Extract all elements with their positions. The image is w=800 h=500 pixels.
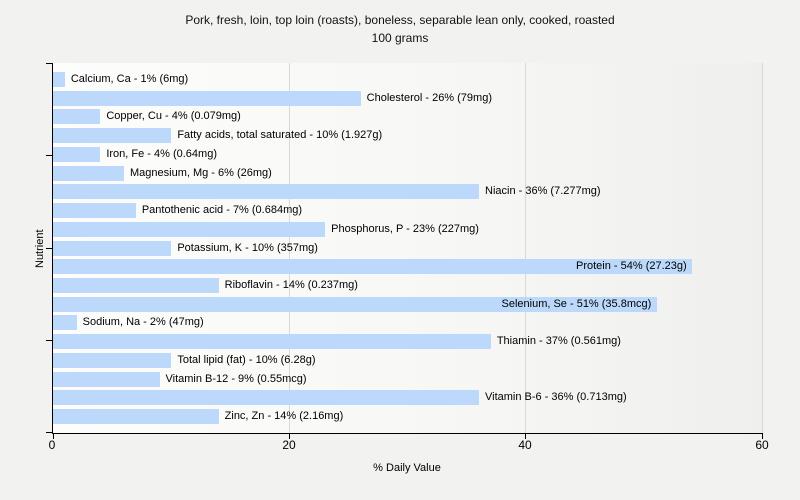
bar-row-phosphorus-p: Phosphorus, P - 23% (227mg) [53,221,763,237]
bar-copper-cu [53,109,101,125]
bar-row-protein: Protein - 54% (27.23g) [53,259,763,275]
bar-cholesterol [53,90,361,106]
bar-label-selenium-se: Selenium, Se - 51% (35.8mcg) [501,297,652,310]
y-axis-tick [46,248,52,249]
bar-calcium-ca [53,72,65,87]
bar-label-riboflavin: Riboflavin - 14% (0.237mg) [224,278,358,291]
y-axis-tick [46,340,52,341]
bar-label-vitamin-b-6: Vitamin B-6 - 36% (0.713mg) [485,391,627,404]
bar-row-fatty-acids-total-saturated: Fatty acids, total saturated - 10% (1.92… [53,128,763,144]
bar-label-protein: Protein - 54% (27.23g) [576,260,687,273]
bar-sodium-na [53,315,77,331]
plot-area: Calcium, Ca - 1% (6mg) Cholesterol - 26% … [46,63,763,439]
x-axis-tick-label-40: 40 [518,438,532,452]
y-axis-tick [46,155,52,156]
bar-label-iron-fe: Iron, Fe - 4% (0.64mg) [106,147,217,160]
x-axis-title: % Daily Value [373,462,441,474]
chart-title: Pork, fresh, loin, top loin (roasts), bo… [185,13,615,27]
y-axis-title: Nutrient [34,229,46,268]
bar-label-pantothenic-acid: Pantothenic acid - 7% (0.684mg) [141,204,303,217]
bar-total-lipid-fat [53,352,172,368]
bar-label-cholesterol: Cholesterol - 26% (79mg) [366,91,492,104]
gridline-x-60 [762,63,763,433]
bar-row-copper-cu: Copper, Cu - 4% (0.079mg) [53,109,763,125]
gridline-x-20 [289,63,290,433]
bar-row-vitamin-b-12: Vitamin B-12 - 9% (0.55mcg) [53,371,763,387]
bar-zinc-zn [53,409,219,424]
bar-row-iron-fe: Iron, Fe - 4% (0.64mg) [53,146,763,162]
bar-protein [53,259,692,275]
bar-label-phosphorus-p: Phosphorus, P - 23% (227mg) [331,222,479,235]
bar-row-cholesterol: Cholesterol - 26% (79mg) [53,90,763,106]
bar-label-niacin: Niacin - 36% (7.277mg) [485,185,601,198]
bar-row-niacin: Niacin - 36% (7.277mg) [53,184,763,200]
bar-iron-fe [53,146,101,162]
bar-row-zinc-zn: Zinc, Zn - 14% (2.16mg) [53,409,763,424]
bar-label-calcium-ca: Calcium, Ca - 1% (6mg) [70,73,189,85]
x-axis-tick-label-20: 20 [282,438,296,452]
bar-magnesium-mg [53,165,124,181]
bar-niacin [53,184,479,200]
y-axis-tick [46,432,52,433]
bar-label-thiamin: Thiamin - 37% (0.561mg) [496,335,621,348]
x-axis-tick-label-0: 0 [48,438,56,452]
bar-pantothenic-acid [53,203,136,219]
bar-label-copper-cu: Copper, Cu - 4% (0.079mg) [106,110,241,123]
bar-phosphorus-p [53,221,326,237]
bar-label-vitamin-b-12: Vitamin B-12 - 9% (0.55mcg) [165,372,307,385]
bar-row-riboflavin: Riboflavin - 14% (0.237mg) [53,277,763,293]
bar-label-sodium-na: Sodium, Na - 2% (47mg) [82,316,204,329]
bar-row-thiamin: Thiamin - 37% (0.561mg) [53,334,763,350]
x-axis-tick-20 [289,434,290,439]
bar-row-sodium-na: Sodium, Na - 2% (47mg) [53,315,763,331]
x-axis-tick-60 [762,434,763,439]
bar-label-potassium-k: Potassium, K - 10% (357mg) [177,241,318,254]
gridline-x-40 [525,63,526,433]
bar-selenium-se [53,296,657,312]
bar-row-calcium-ca: Calcium, Ca - 1% (6mg) [53,72,763,87]
bar-label-zinc-zn: Zinc, Zn - 14% (2.16mg) [224,410,344,422]
bar-row-vitamin-b-6: Vitamin B-6 - 36% (0.713mg) [53,390,763,406]
y-axis-tick [46,63,52,64]
bar-label-fatty-acids-total-saturated: Fatty acids, total saturated - 10% (1.92… [177,129,383,142]
bar-label-total-lipid-fat: Total lipid (fat) - 10% (6.28g) [177,353,316,366]
bar-vitamin-b-12 [53,371,160,387]
x-axis-tick-0 [53,434,54,439]
bar-row-total-lipid-fat: Total lipid (fat) - 10% (6.28g) [53,352,763,368]
bar-label-magnesium-mg: Magnesium, Mg - 6% (26mg) [130,166,272,179]
bar-potassium-k [53,240,172,256]
bar-row-pantothenic-acid: Pantothenic acid - 7% (0.684mg) [53,203,763,219]
chart-subtitle: 100 grams [371,31,429,45]
bar-row-potassium-k: Potassium, K - 10% (357mg) [53,240,763,256]
x-axis-tick-label-60: 60 [755,438,769,452]
bar-row-magnesium-mg: Magnesium, Mg - 6% (26mg) [53,165,763,181]
bar-row-selenium-se: Selenium, Se - 51% (35.8mcg) [53,296,763,312]
bar-vitamin-b-6 [53,390,479,406]
bar-riboflavin [53,277,219,293]
bar-fatty-acids-total-saturated [53,128,172,144]
bar-thiamin [53,334,491,350]
x-axis-tick-40 [525,434,526,439]
chart-title-block: Pork, fresh, loin, top loin (roasts), bo… [0,11,800,47]
